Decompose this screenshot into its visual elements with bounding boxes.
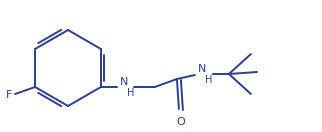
Text: O: O: [176, 117, 185, 127]
Text: H: H: [205, 75, 212, 85]
Text: N: N: [198, 64, 206, 74]
Text: F: F: [6, 90, 12, 100]
Text: H: H: [127, 88, 134, 98]
Text: N: N: [120, 77, 128, 87]
